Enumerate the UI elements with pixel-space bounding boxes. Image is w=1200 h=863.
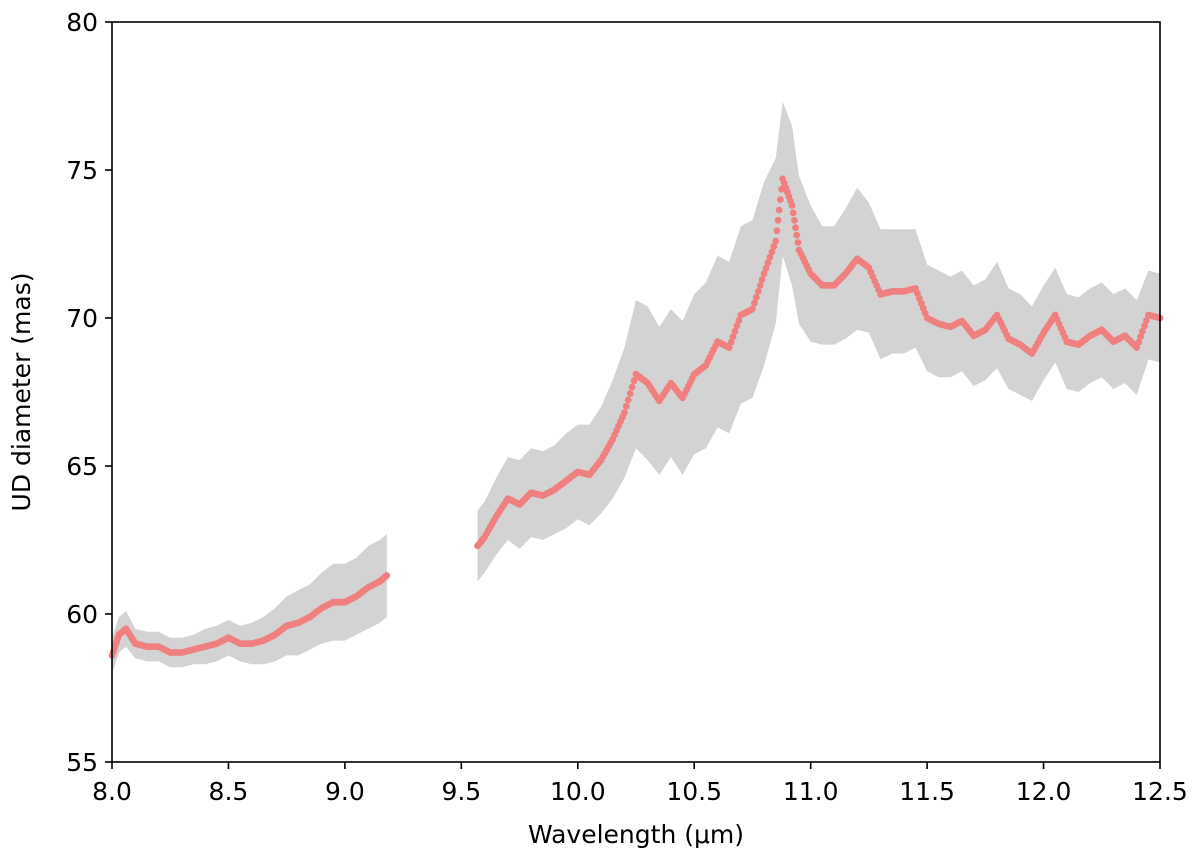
- error-bands: [112, 101, 1161, 674]
- data-point: [624, 396, 632, 404]
- x-tick-label: 10.0: [550, 777, 606, 806]
- x-tick-label: 11.5: [899, 777, 955, 806]
- y-tick-label: 80: [66, 8, 98, 37]
- data-point: [1143, 317, 1150, 324]
- data-point: [762, 264, 770, 272]
- data-point: [628, 383, 636, 391]
- data-point: [752, 293, 760, 301]
- data-point: [772, 237, 780, 245]
- x-tick-label: 9.0: [325, 777, 365, 806]
- data-point: [794, 239, 802, 246]
- data-point: [622, 402, 630, 410]
- x-tick-label: 12.0: [1016, 777, 1072, 806]
- data-point: [1141, 322, 1148, 330]
- data-point: [766, 253, 774, 261]
- y-tick-label: 60: [66, 600, 98, 629]
- data-point: [626, 390, 634, 397]
- data-point: [731, 327, 739, 335]
- data-point: [792, 224, 799, 232]
- data-point: [621, 409, 628, 417]
- y-tick-label: 70: [66, 304, 98, 333]
- x-axis-label: Wavelength (μm): [528, 820, 744, 849]
- error-band-2: [477, 101, 1161, 582]
- data-point: [1133, 344, 1141, 351]
- data-point: [751, 299, 758, 307]
- x-tick-label: 8.5: [209, 777, 249, 806]
- x-tick-label: 8.0: [92, 777, 132, 806]
- data-point: [788, 202, 796, 209]
- y-tick-label: 65: [66, 452, 98, 481]
- data-point: [729, 333, 737, 341]
- data-point: [749, 305, 756, 313]
- data-point: [735, 317, 743, 324]
- data-point: [1135, 338, 1143, 346]
- y-tick-label: 55: [66, 748, 98, 777]
- data-point: [768, 248, 776, 256]
- data-point: [789, 209, 797, 217]
- data-point: [1137, 333, 1144, 341]
- data-point: [764, 259, 772, 267]
- data-point: [770, 243, 778, 250]
- data-point: [773, 227, 781, 235]
- plot-frame: [111, 21, 1161, 763]
- data-point: [777, 196, 784, 204]
- data-point: [774, 216, 782, 224]
- data-point: [727, 338, 735, 346]
- x-tick-label: 9.5: [441, 777, 481, 806]
- data-point: [793, 231, 801, 239]
- x-tick-label: 11.0: [783, 777, 839, 806]
- data-point: [383, 572, 391, 579]
- error-band-1: [112, 534, 387, 674]
- data-point: [630, 377, 638, 385]
- data-point: [756, 282, 764, 289]
- data-point: [791, 216, 798, 224]
- data-point: [754, 288, 762, 295]
- data-point: [775, 206, 783, 214]
- data-point: [725, 344, 733, 351]
- data-point: [760, 270, 768, 277]
- data-point: [758, 276, 766, 283]
- y-axis: 55 60 65 70 75 80: [66, 8, 112, 777]
- data-points: [108, 175, 1164, 659]
- x-tick-label: 12.5: [1132, 777, 1188, 806]
- y-axis-label: UD diameter (mas): [7, 273, 36, 512]
- x-axis: 8.0 8.5 9.0 9.5 10.0 10.5 11.0 11.5 12.0 12.5: [92, 762, 1188, 806]
- y-tick-label: 75: [66, 156, 98, 185]
- data-point: [1139, 327, 1146, 335]
- data-point: [733, 322, 741, 330]
- x-tick-label: 10.5: [666, 777, 722, 806]
